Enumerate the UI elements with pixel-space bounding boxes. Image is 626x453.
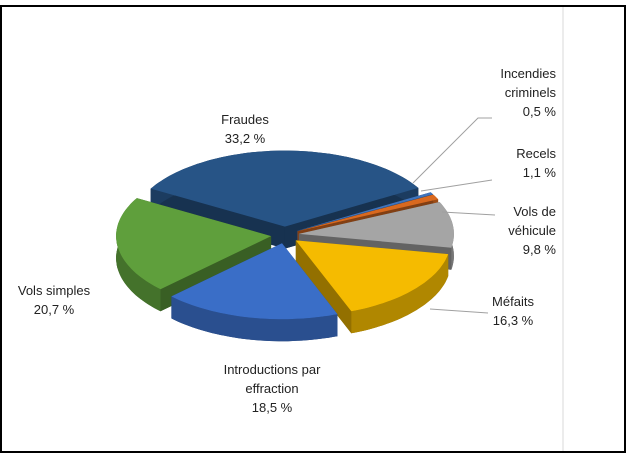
value-label: 9,8 % <box>522 242 556 257</box>
data-label: Introductions par effraction 18,5 % <box>212 360 332 417</box>
slice-top <box>297 192 433 231</box>
category-label: Introductions par effraction <box>223 362 321 396</box>
slice-rim <box>171 296 338 342</box>
slice-side <box>295 240 352 334</box>
category-label: Recels <box>516 146 556 161</box>
data-label: Incendies criminels 0,5 % <box>470 64 556 121</box>
value-label: 1,1 % <box>522 165 556 180</box>
slice-top <box>116 198 272 290</box>
category-label: Vols de véhicule <box>508 204 556 238</box>
value-label: 18,5 % <box>251 400 293 415</box>
value-label: 20,7 % <box>33 302 75 317</box>
value-label: 0,5 % <box>522 104 556 119</box>
value-label: 16,3 % <box>492 313 534 328</box>
data-label: Recels 1,1 % <box>470 144 556 182</box>
leader-line <box>412 117 492 184</box>
category-label: Vols simples <box>17 283 91 298</box>
slice <box>295 240 449 334</box>
slice-top <box>297 194 439 232</box>
slice <box>171 243 338 342</box>
slice-top <box>150 150 419 227</box>
slice <box>116 198 272 312</box>
slice-rim <box>351 254 449 334</box>
frame <box>0 5 626 453</box>
slice-top <box>171 243 338 320</box>
leader-line <box>429 308 489 314</box>
data-label: Vols simples 20,7 % <box>4 281 104 319</box>
category-label: Fraudes <box>221 112 269 127</box>
category-label: Incendies criminels <box>500 66 556 100</box>
leader-line <box>441 211 496 216</box>
data-label: Fraudes 33,2 % <box>190 110 300 148</box>
data-label: Vols de véhicule 9,8 % <box>486 202 556 259</box>
leader-line <box>420 179 493 192</box>
slice-top <box>295 240 449 312</box>
value-label: 33,2 % <box>224 131 266 146</box>
category-label: Méfaits <box>492 294 534 309</box>
data-label: Méfaits 16,3 % <box>470 292 556 330</box>
slice-top <box>298 202 454 248</box>
